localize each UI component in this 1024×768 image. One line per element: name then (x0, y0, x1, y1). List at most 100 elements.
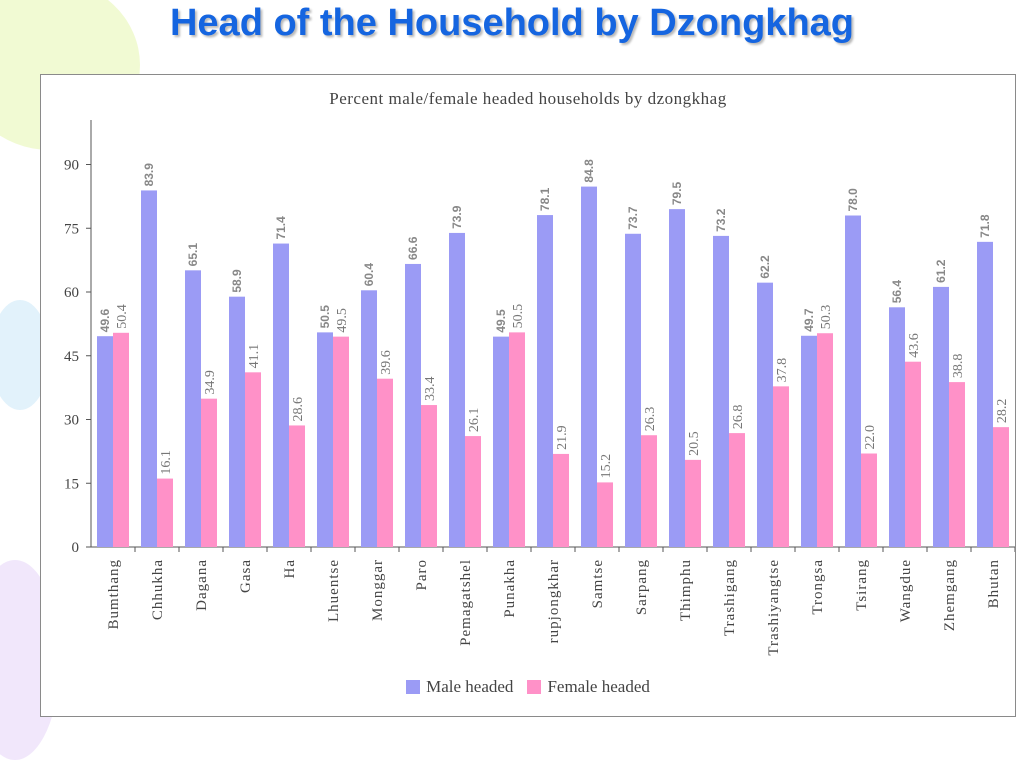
data-label-male: 73.2 (714, 208, 728, 232)
bar-female (421, 405, 437, 547)
data-label-male: 71.8 (978, 214, 992, 238)
data-label-female: 50.4 (115, 304, 130, 329)
category-label: Monggar (370, 559, 386, 621)
bar-female (157, 478, 173, 547)
data-label-female: 20.5 (687, 431, 702, 456)
category-label: Pemagatshel (458, 559, 474, 646)
bar-male (537, 215, 553, 547)
chart-legend: Male headed Female headed (41, 677, 1015, 697)
bar-female (333, 336, 349, 547)
chart-title: Percent male/female headed households by… (329, 89, 727, 108)
data-label-female: 33.4 (423, 377, 438, 402)
y-tick-label: 75 (64, 221, 79, 237)
category-label: Samtse (590, 559, 606, 608)
data-label-male: 49.6 (98, 309, 112, 333)
category-label: Tsirang (854, 559, 870, 611)
data-label-female: 15.2 (599, 454, 614, 479)
bar-female (641, 435, 657, 547)
chart-container: Percent male/female headed households by… (40, 74, 1016, 717)
data-label-female: 28.6 (291, 397, 306, 422)
bar-female (861, 453, 877, 547)
bar-male (977, 241, 993, 547)
data-label-male: 62.2 (758, 255, 772, 279)
legend-swatch-male (406, 680, 421, 694)
data-label-female: 50.3 (819, 305, 834, 330)
category-label: Trashiyangtse (766, 559, 782, 656)
data-label-male: 78.0 (846, 188, 860, 212)
bar-female (201, 398, 217, 547)
data-label-male: 79.5 (670, 181, 684, 205)
y-tick-label: 90 (64, 158, 79, 174)
data-label-female: 41.1 (247, 344, 262, 369)
data-label-male: 84.8 (582, 159, 596, 183)
data-label-male: 49.7 (802, 308, 816, 332)
bar-male (933, 286, 949, 547)
data-label-male: 66.6 (406, 236, 420, 260)
bar-male (361, 290, 377, 547)
bar-male (141, 190, 157, 548)
category-label: Zhemgang (942, 559, 958, 631)
legend-swatch-female (527, 680, 542, 694)
data-label-male: 83.9 (142, 163, 156, 187)
data-label-female: 28.2 (995, 399, 1010, 424)
bar-female (949, 382, 965, 547)
legend-label-female: Female headed (547, 677, 650, 696)
bar-female (509, 332, 525, 547)
data-label-female: 21.9 (555, 425, 570, 450)
legend-item-female: Female headed (527, 677, 650, 697)
category-label: Trashigang (722, 559, 738, 636)
legend-label-male: Male headed (426, 677, 514, 696)
bar-female (597, 482, 613, 547)
category-label: Dagana (194, 559, 210, 611)
bar-female (553, 453, 569, 547)
bar-male (713, 235, 729, 547)
data-label-male: 56.4 (890, 280, 904, 304)
y-tick-label: 30 (64, 413, 79, 429)
bar-female (905, 361, 921, 547)
data-label-male: 73.9 (450, 205, 464, 229)
data-label-male: 60.4 (362, 263, 376, 287)
bar-male (669, 209, 685, 547)
data-label-male: 73.7 (626, 206, 640, 230)
bar-male (757, 282, 773, 547)
bar-male (273, 243, 289, 548)
data-label-female: 26.3 (643, 407, 658, 432)
category-label: Ha (282, 559, 298, 579)
category-label: rupjongkhar (546, 559, 562, 643)
category-label: Punakha (502, 559, 518, 618)
bar-female (377, 378, 393, 547)
category-label: Chhukha (150, 559, 166, 620)
data-label-male: 58.9 (230, 269, 244, 293)
category-label: Lhuentse (326, 559, 342, 622)
category-label: Gasa (238, 559, 254, 593)
category-label: Thimphu (678, 559, 694, 621)
category-label: Paro (414, 559, 430, 591)
category-label: Sarpang (634, 559, 650, 615)
data-label-male: 50.5 (318, 305, 332, 329)
bar-male (581, 186, 597, 547)
category-label: Bhutan (986, 559, 1002, 608)
y-tick-label: 15 (64, 476, 79, 492)
y-tick-label: 60 (64, 285, 79, 301)
bar-female (289, 425, 305, 547)
data-label-male: 61.2 (934, 259, 948, 283)
data-label-male: 49.5 (494, 309, 508, 333)
data-label-female: 22.0 (863, 425, 878, 450)
data-label-female: 50.5 (511, 304, 526, 329)
bar-male (493, 336, 509, 547)
data-label-female: 26.1 (467, 408, 482, 433)
category-label: Wangdue (898, 559, 914, 622)
data-label-male: 71.4 (274, 216, 288, 240)
bar-female (245, 372, 261, 547)
bar-male (185, 270, 201, 547)
y-tick-label: 0 (72, 540, 80, 556)
data-label-female: 39.6 (379, 350, 394, 375)
bar-male (317, 332, 333, 547)
data-label-female: 43.6 (907, 333, 922, 358)
data-label-female: 49.5 (335, 308, 350, 333)
bar-female (993, 427, 1009, 547)
data-label-female: 34.9 (203, 370, 218, 395)
data-label-female: 26.8 (731, 405, 746, 430)
bar-male (449, 232, 465, 548)
slide-title: Head of the Household by Dzongkhag (169, 2, 855, 44)
